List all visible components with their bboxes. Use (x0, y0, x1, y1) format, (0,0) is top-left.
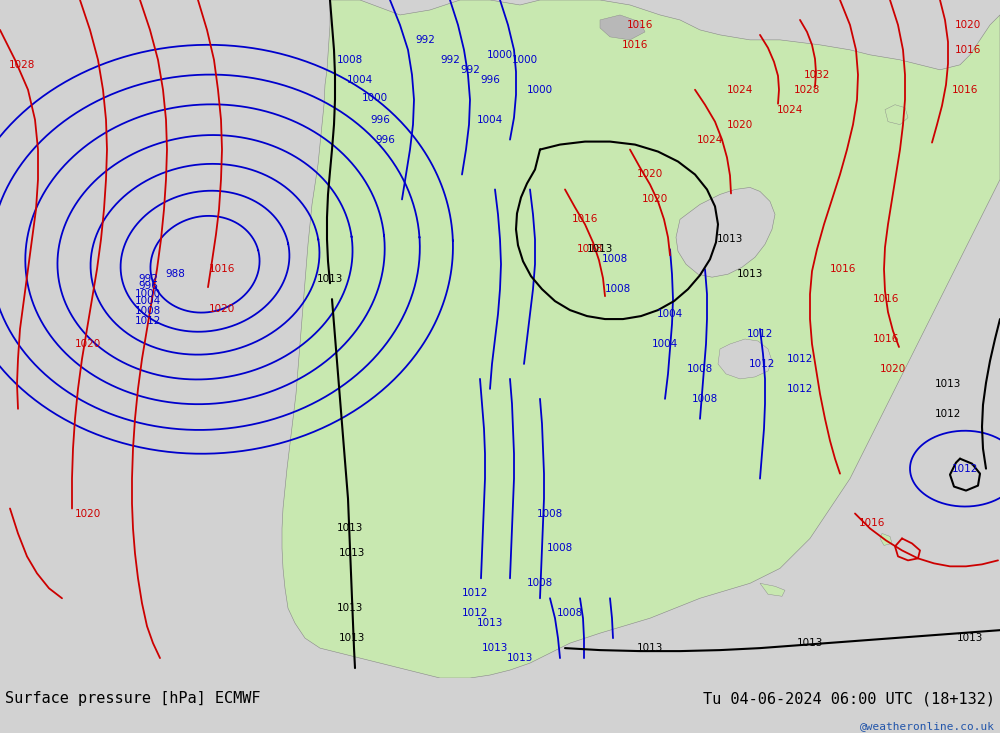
Polygon shape (282, 0, 1000, 678)
Text: 988: 988 (165, 269, 185, 279)
Text: 1013: 1013 (337, 523, 363, 534)
Text: 1008: 1008 (687, 364, 713, 374)
Polygon shape (676, 188, 775, 277)
Text: 1012: 1012 (935, 409, 961, 419)
Text: 996: 996 (370, 114, 390, 125)
Text: 1013: 1013 (957, 633, 983, 643)
Text: 1016: 1016 (859, 518, 885, 528)
Polygon shape (885, 105, 908, 125)
Text: 1024: 1024 (727, 85, 753, 95)
Text: 1004: 1004 (347, 75, 373, 85)
Text: 1032: 1032 (804, 70, 830, 80)
Text: 1008: 1008 (692, 394, 718, 404)
Polygon shape (718, 339, 772, 379)
Text: 1016: 1016 (627, 20, 653, 30)
Polygon shape (760, 583, 785, 596)
Text: 1013: 1013 (339, 633, 365, 643)
Text: 1008: 1008 (602, 254, 628, 264)
Text: @weatheronline.co.uk: @weatheronline.co.uk (860, 721, 995, 732)
Text: 1020: 1020 (880, 364, 906, 374)
Text: 1012: 1012 (787, 384, 813, 394)
Text: 1012: 1012 (462, 589, 488, 598)
Text: 1004: 1004 (135, 296, 161, 306)
Text: 1000: 1000 (512, 55, 538, 65)
Polygon shape (600, 15, 645, 40)
Text: 996: 996 (480, 75, 500, 85)
Text: 1000: 1000 (362, 92, 388, 103)
Text: Surface pressure [hPa] ECMWF: Surface pressure [hPa] ECMWF (5, 691, 260, 707)
Text: 1024: 1024 (777, 105, 803, 114)
Text: 1013: 1013 (482, 643, 508, 653)
Text: 1013: 1013 (797, 638, 823, 648)
Text: 1013: 1013 (507, 653, 533, 663)
Text: 1016: 1016 (830, 264, 856, 274)
Text: 1013: 1013 (737, 269, 763, 279)
Text: 1016: 1016 (873, 294, 899, 304)
Text: 1008: 1008 (537, 509, 563, 518)
Text: 1020: 1020 (75, 339, 101, 349)
Text: 1012: 1012 (952, 464, 978, 474)
Text: 1000: 1000 (487, 50, 513, 60)
Text: 1020: 1020 (642, 194, 668, 205)
Text: 1013: 1013 (717, 235, 743, 244)
Text: 992: 992 (460, 65, 480, 75)
Text: 1013: 1013 (637, 643, 663, 653)
Text: 1008: 1008 (337, 55, 363, 65)
Text: 1004: 1004 (652, 339, 678, 349)
Text: 1020: 1020 (637, 169, 663, 180)
Text: 1008: 1008 (135, 306, 161, 316)
Text: 992: 992 (138, 274, 158, 284)
Text: 1008: 1008 (605, 284, 631, 294)
Text: 1013: 1013 (337, 603, 363, 614)
Text: 992: 992 (415, 35, 435, 45)
Text: 1028: 1028 (9, 60, 35, 70)
Text: 1013: 1013 (339, 548, 365, 559)
Text: 1008: 1008 (557, 608, 583, 618)
Text: 1012: 1012 (135, 316, 161, 326)
Text: 1028: 1028 (794, 85, 820, 95)
Text: 1013: 1013 (935, 379, 961, 389)
Text: 1016: 1016 (952, 85, 978, 95)
Text: 1020: 1020 (955, 20, 981, 30)
Text: 1012: 1012 (787, 354, 813, 364)
Text: 1008: 1008 (547, 543, 573, 553)
Text: 1020: 1020 (209, 304, 235, 314)
Text: 1020: 1020 (75, 509, 101, 518)
Text: 1008: 1008 (527, 578, 553, 589)
Text: 1016: 1016 (622, 40, 648, 50)
Text: 1016: 1016 (209, 264, 235, 274)
Text: 1018: 1018 (577, 244, 603, 254)
Text: 1004: 1004 (657, 309, 683, 319)
Text: Tu 04-06-2024 06:00 UTC (18+132): Tu 04-06-2024 06:00 UTC (18+132) (703, 691, 995, 707)
Text: 1000: 1000 (527, 85, 553, 95)
Text: 1016: 1016 (955, 45, 981, 55)
Text: 1013: 1013 (587, 244, 613, 254)
Text: 1013: 1013 (317, 274, 343, 284)
Text: 1000: 1000 (135, 289, 161, 299)
Text: 1012: 1012 (749, 359, 775, 369)
Polygon shape (880, 534, 892, 545)
Text: 1012: 1012 (462, 608, 488, 618)
Text: 996: 996 (375, 135, 395, 144)
Text: 1013: 1013 (477, 618, 503, 628)
Text: 996: 996 (138, 281, 158, 291)
Text: 992: 992 (440, 55, 460, 65)
Text: 1016: 1016 (572, 214, 598, 224)
Text: 1012: 1012 (747, 329, 773, 339)
Text: 1016: 1016 (873, 334, 899, 344)
Text: 1020: 1020 (727, 119, 753, 130)
Text: 1004: 1004 (477, 114, 503, 125)
Text: 1024: 1024 (697, 135, 723, 144)
